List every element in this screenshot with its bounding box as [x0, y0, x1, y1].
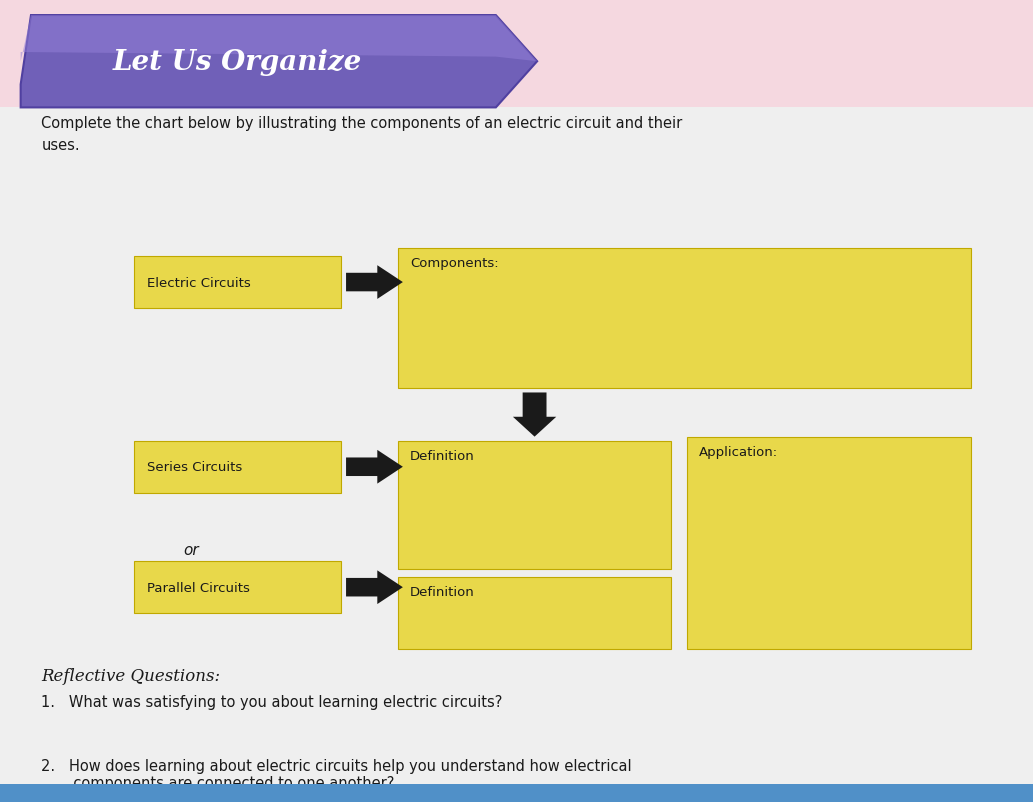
Text: Electric Circuits: Electric Circuits [147, 276, 250, 290]
Text: 2.   How does learning about electric circuits help you understand how electrica: 2. How does learning about electric circ… [41, 758, 632, 790]
Polygon shape [346, 571, 403, 605]
Bar [398, 249, 971, 389]
Bar [687, 437, 971, 650]
Polygon shape [512, 393, 557, 437]
Text: Let Us Organize: Let Us Organize [113, 49, 363, 75]
Text: Series Circuits: Series Circuits [147, 460, 242, 474]
Polygon shape [21, 16, 537, 62]
Bar [0, 0, 1033, 108]
Bar [134, 257, 341, 309]
Text: Definition: Definition [410, 449, 475, 462]
Polygon shape [346, 451, 403, 484]
Text: uses.: uses. [41, 138, 80, 153]
Bar [0, 784, 1033, 802]
Text: or: or [183, 542, 199, 557]
Text: Definition: Definition [410, 585, 475, 598]
Bar [134, 441, 341, 493]
Text: Parallel Circuits: Parallel Circuits [147, 581, 250, 594]
Text: Complete the chart below by illustrating the components of an electric circuit a: Complete the chart below by illustrating… [41, 116, 683, 132]
Text: Reflective Questions:: Reflective Questions: [41, 667, 220, 684]
Polygon shape [21, 16, 537, 108]
Text: 1.   What was satisfying to you about learning electric circuits?: 1. What was satisfying to you about lear… [41, 694, 503, 709]
Text: Components:: Components: [410, 257, 499, 269]
Bar [398, 441, 671, 569]
Bar [134, 561, 341, 614]
Text: Application:: Application: [699, 445, 779, 458]
Polygon shape [346, 266, 403, 300]
Bar [398, 577, 671, 650]
